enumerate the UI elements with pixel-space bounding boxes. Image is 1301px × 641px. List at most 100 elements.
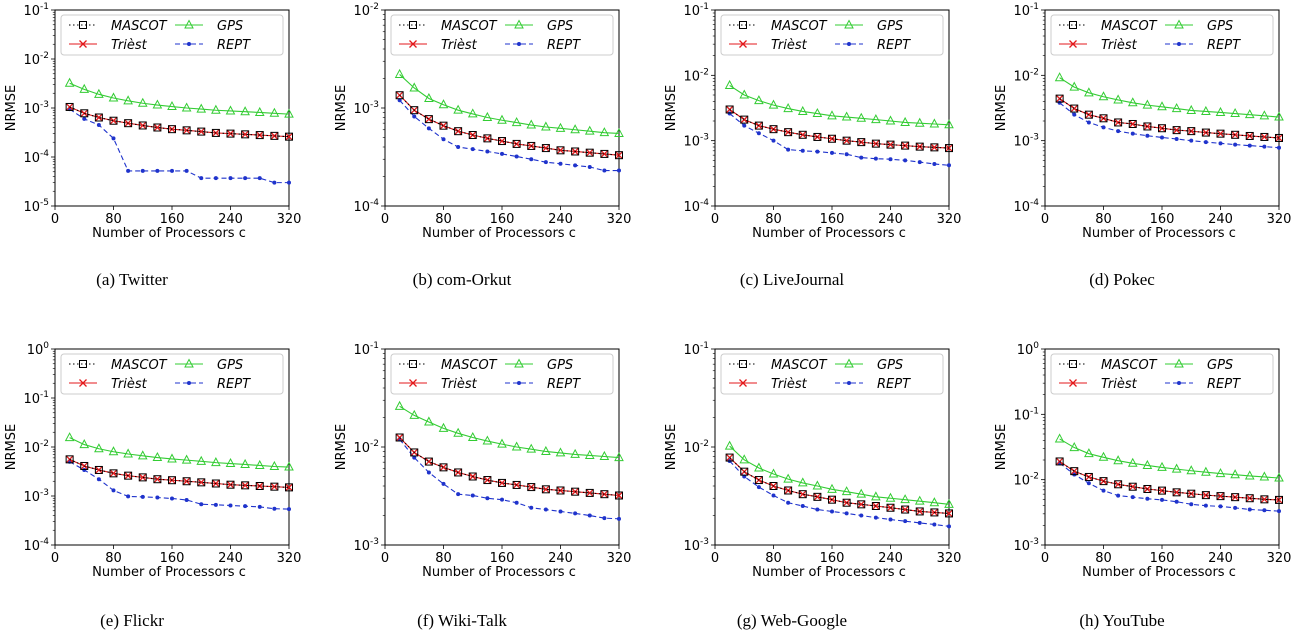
data-point [511, 441, 522, 451]
y-tick-base: 10 [1013, 4, 1030, 19]
data-point [155, 495, 160, 500]
subfigure-caption: (d) Pokec [1089, 270, 1155, 289]
data-point [1260, 132, 1269, 141]
data-point [573, 163, 578, 168]
series-line [69, 82, 290, 115]
data-point [1216, 129, 1225, 138]
data-point [1084, 448, 1094, 458]
series-mascot [725, 453, 953, 518]
data-point [181, 102, 192, 112]
data-point [1186, 104, 1197, 114]
data-point [871, 491, 881, 501]
data-point [254, 106, 265, 116]
data-point [769, 481, 778, 490]
legend-entry-triest: Trièst [1059, 377, 1138, 392]
series-mascot [65, 455, 293, 492]
data-point [930, 143, 939, 152]
data-point [124, 119, 133, 128]
data-point [1259, 110, 1270, 120]
data-point [584, 449, 595, 459]
y-tick-base: 10 [353, 539, 370, 554]
y-tick-exponent: -1 [40, 390, 49, 400]
y-tick-label: 10-3 [353, 100, 379, 117]
y-tick-label: 10-1 [23, 2, 49, 19]
series-line [1059, 77, 1280, 118]
y-tick-label: 10-2 [1013, 472, 1039, 489]
data-point [1172, 126, 1181, 135]
data-point [109, 116, 118, 125]
data-point [556, 146, 565, 155]
y-tick-label: 10-4 [23, 149, 49, 166]
data-point [1055, 457, 1064, 466]
series-line [69, 458, 290, 488]
legend-label: Trièst [111, 377, 148, 392]
data-point [1128, 120, 1137, 128]
data-point [167, 100, 177, 111]
data-point [602, 516, 607, 521]
data-point [901, 505, 910, 514]
legend-entry-rept: REPT [175, 377, 251, 392]
x-tick-label: 320 [277, 551, 302, 566]
data-point [94, 465, 103, 474]
y-tick-label: 10-4 [353, 198, 379, 215]
y-tick-base: 10 [683, 200, 700, 215]
y-axis-label: NRMSE [4, 424, 19, 470]
data-point [211, 104, 221, 114]
series-line [729, 84, 950, 126]
data-point [1127, 97, 1138, 107]
legend-marker [187, 42, 191, 46]
data-point [255, 481, 264, 490]
data-point [94, 443, 104, 453]
series-gps [1054, 433, 1284, 482]
data-point [842, 498, 851, 507]
data-point [226, 129, 235, 138]
data-point [1070, 104, 1079, 113]
data-point [199, 502, 204, 507]
legend-label: GPS [217, 358, 243, 373]
legend-marker [517, 381, 521, 385]
data-point [123, 448, 133, 458]
data-point [468, 131, 477, 140]
data-point [1230, 469, 1240, 479]
series-line [729, 460, 950, 527]
y-tick-exponent: -4 [40, 537, 49, 547]
data-point [1070, 467, 1079, 476]
data-point [944, 119, 954, 129]
data-point [828, 134, 836, 143]
y-tick-base: 10 [1013, 200, 1030, 215]
data-point [1098, 91, 1109, 101]
data-point [1245, 494, 1254, 503]
legend-label: Trièst [1101, 38, 1138, 53]
legend-entry-mascot: MASCOT [1059, 358, 1158, 373]
data-point [454, 127, 463, 136]
legend-marker [1177, 381, 1181, 385]
series-mascot [725, 105, 953, 153]
data-point [756, 131, 761, 136]
data-point [241, 481, 250, 490]
legend-label: GPS [217, 19, 243, 34]
data-point [798, 130, 807, 139]
legend-entry-mascot: MASCOT [1059, 19, 1158, 34]
data-point [225, 457, 236, 468]
legend-marker [79, 21, 87, 29]
data-point [226, 480, 235, 489]
data-point [797, 477, 808, 487]
data-point [599, 127, 610, 137]
legend-entry-triest: Trièst [399, 38, 478, 53]
data-point [453, 104, 463, 114]
x-tick-label: 160 [1150, 551, 1175, 566]
data-point [394, 68, 405, 78]
series-line [1059, 460, 1280, 501]
y-tick-label: 100 [27, 341, 50, 358]
data-point [468, 472, 477, 481]
data-point [600, 490, 609, 499]
legend-entry-rept: REPT [505, 38, 581, 53]
data-point [182, 477, 191, 486]
y-tick-exponent: -2 [700, 439, 709, 449]
series-rept [397, 437, 621, 521]
data-point [600, 149, 609, 158]
y-tick-exponent: -5 [40, 198, 49, 208]
series-gps [394, 68, 624, 137]
y-tick-base: 10 [23, 53, 40, 68]
